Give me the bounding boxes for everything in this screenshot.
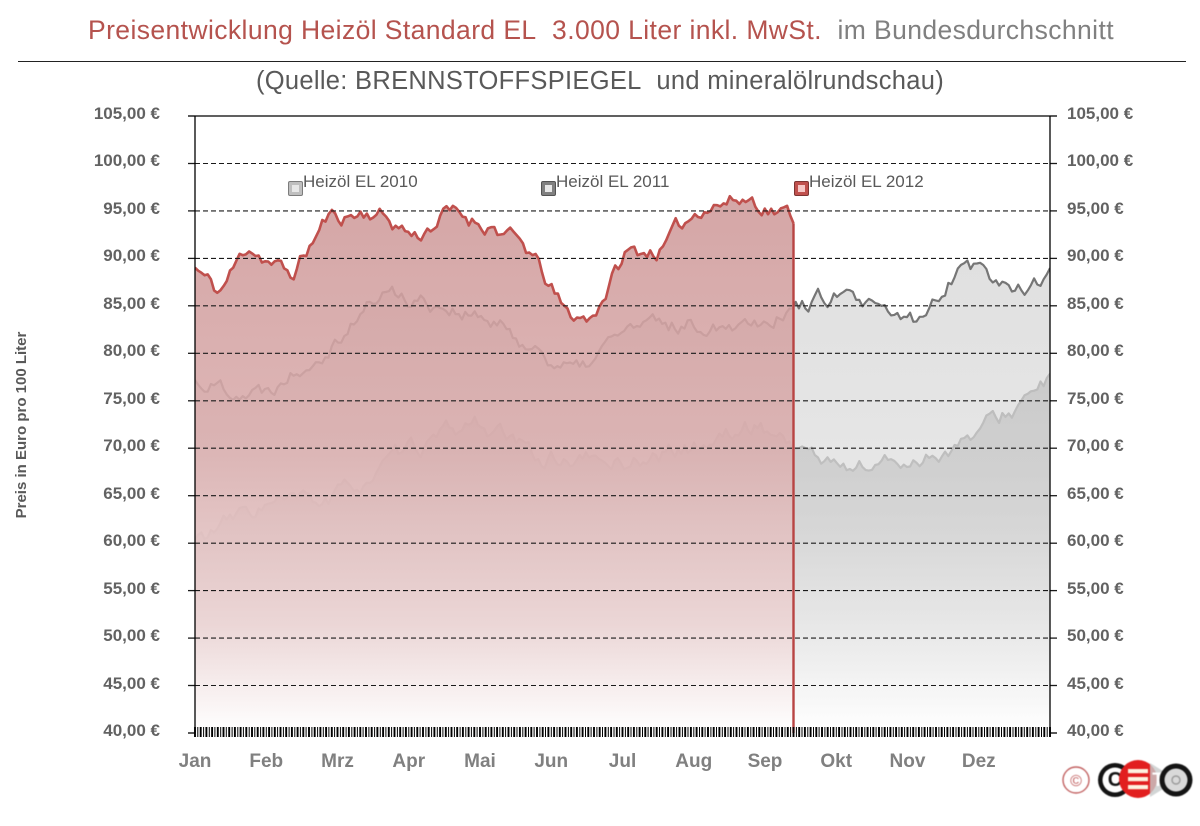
svg-text:©: ©	[1070, 773, 1082, 790]
